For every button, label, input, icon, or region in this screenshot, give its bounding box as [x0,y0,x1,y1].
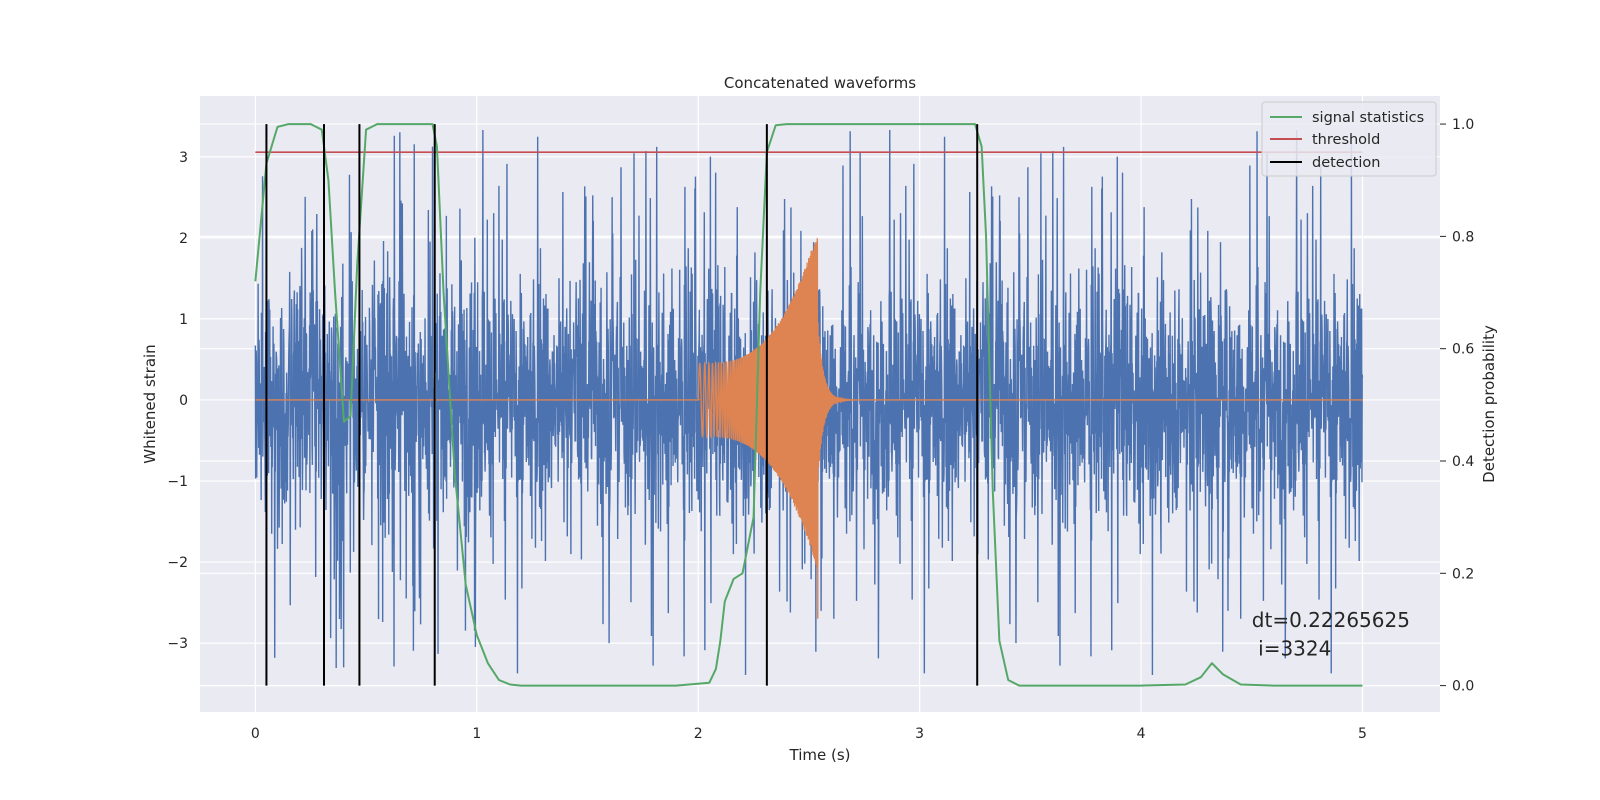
legend-box [1261,101,1437,177]
chart-title: Concatenated waveforms [724,74,916,92]
x-tick-label: 1 [472,726,481,742]
legend: signal statistics threshold detection [1261,101,1437,177]
x-axis-ticks: 0 1 2 3 4 5 [251,726,1367,742]
y-right-tick-label: 0.4 [1452,454,1474,470]
x-axis-label: Time (s) [789,746,851,764]
y-right-tick-label: 0.8 [1452,229,1474,245]
detection-lines [265,124,979,686]
y-tick-label: 3 [179,150,188,166]
y-tick-label: 1 [179,312,188,328]
x-tick-label: 0 [251,726,260,742]
x-tick-label: 3 [915,726,924,742]
annotation-i: i=3324 [1252,636,1332,660]
y-right-tick-label: 1.0 [1452,117,1474,133]
signal-statistics-path [254,123,1363,687]
legend-label-threshold: threshold [1312,132,1380,148]
template-waveform-series [255,238,1363,619]
y-tick-label: −2 [167,555,188,571]
annotation-dt: dt=0.22265625 [1252,608,1410,632]
y-axis-right-label: Detection probability [1480,325,1498,483]
y-right-tick-label: 0.2 [1452,566,1474,582]
y-tick-label: 2 [179,231,188,247]
y-tick-label: −3 [167,636,188,652]
legend-label-signal-statistics: signal statistics [1312,110,1424,126]
y-axis-left-ticks: −3 −2 −1 0 1 2 3 [167,150,188,652]
x-tick-label: 4 [1137,726,1146,742]
legend-label-detection: detection [1312,155,1380,171]
signal-statistics-line [254,123,1363,687]
x-tick-label: 2 [694,726,703,742]
y-right-tick-label: 0.6 [1452,342,1474,358]
y-tick-label: 0 [179,393,188,409]
template-trace [255,238,1363,619]
y-axis-right-ticks: 0.0 0.2 0.4 0.6 0.8 1.0 [1440,117,1474,695]
y-axis-label: Whitened strain [141,344,159,463]
y-right-tick-label: 0.0 [1452,679,1474,695]
y-tick-label: −1 [167,474,188,490]
x-tick-label: 5 [1358,726,1367,742]
